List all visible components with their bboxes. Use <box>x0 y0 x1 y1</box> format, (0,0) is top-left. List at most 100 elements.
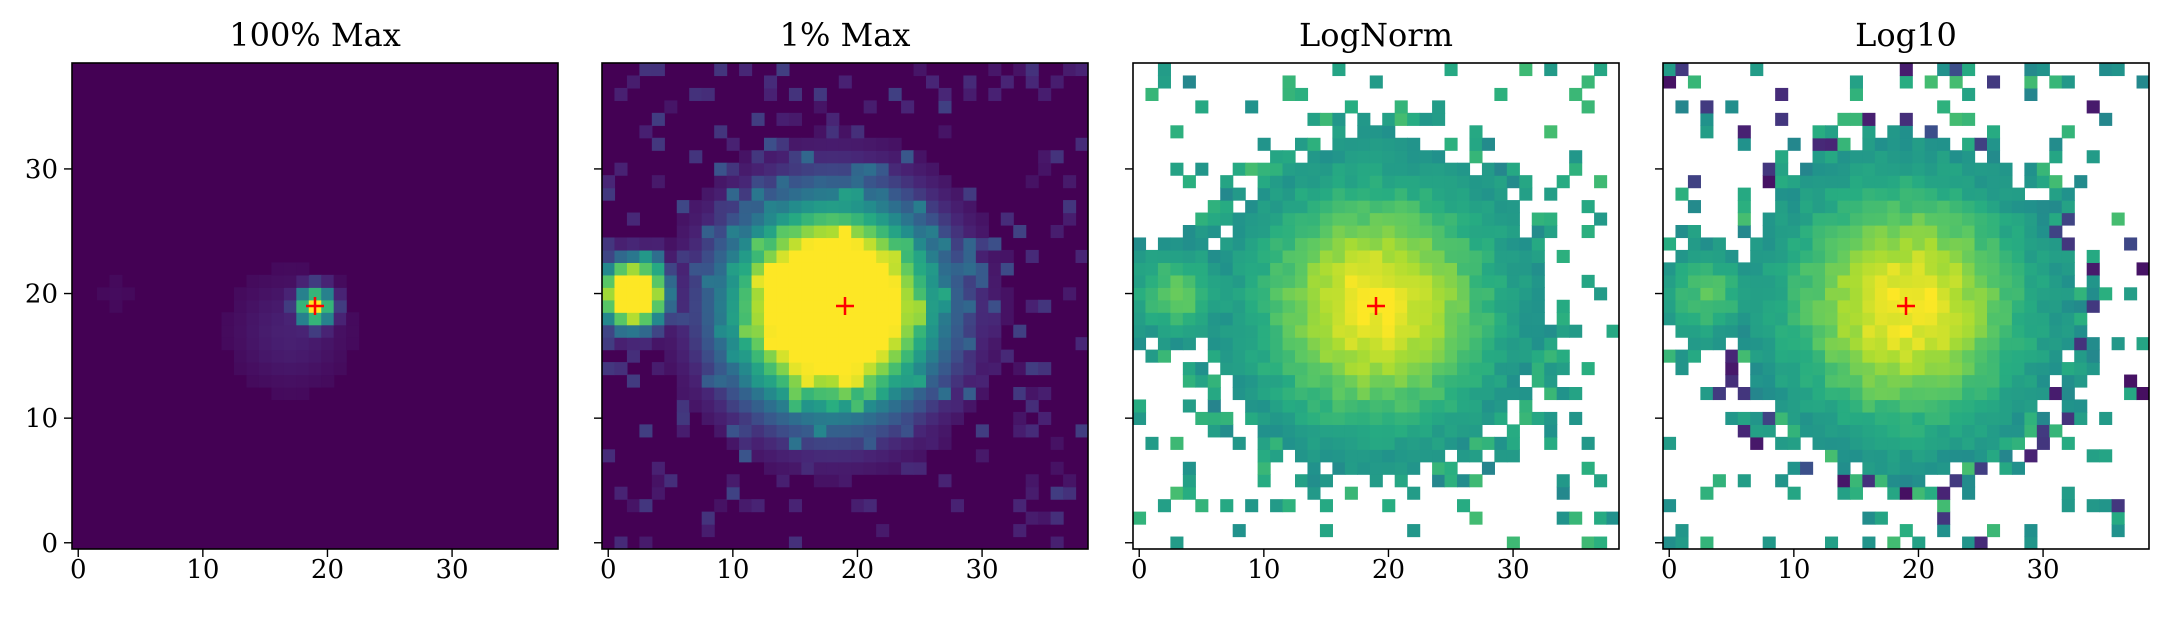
heatmap-cell <box>950 237 964 251</box>
heatmap-cell <box>1319 349 1333 363</box>
heatmap-cell <box>963 324 977 338</box>
heatmap-cell <box>1038 411 1052 425</box>
heatmap-cell <box>1257 287 1271 301</box>
heatmap-cell <box>1295 137 1309 151</box>
heatmap-cell <box>1606 511 1619 525</box>
heatmap-cell <box>1369 137 1383 151</box>
heatmap-cell <box>926 187 940 201</box>
heatmap-cell <box>701 249 715 263</box>
heatmap-cell <box>1874 200 1888 214</box>
heatmap-cell <box>1787 249 1801 263</box>
heatmap-cell <box>826 249 840 263</box>
heatmap-cell <box>1949 63 1963 77</box>
heatmap-cell <box>1544 411 1558 425</box>
heatmap-cell <box>1712 249 1726 263</box>
heatmap-cell <box>1899 374 1913 388</box>
heatmap-cell <box>1675 299 1689 313</box>
heatmap-cell <box>876 524 890 538</box>
heatmap-cell <box>1837 362 1851 376</box>
heatmap-cell <box>726 200 740 214</box>
heatmap-cell <box>1775 274 1789 288</box>
heatmap-cell <box>1987 162 2001 176</box>
heatmap-cell <box>1419 312 1433 326</box>
heatmap-cell <box>1157 262 1171 276</box>
heatmap-cell <box>1444 474 1458 488</box>
heatmap-cell <box>1974 362 1988 376</box>
heatmap-cell <box>689 362 703 376</box>
heatmap-cell <box>714 274 728 288</box>
heatmap-cell <box>2099 499 2113 513</box>
heatmap-cell <box>1457 312 1471 326</box>
heatmap-cell <box>2049 75 2063 89</box>
heatmap-cell <box>1469 212 1483 226</box>
heatmap-cell <box>1344 424 1358 438</box>
heatmap-cell <box>121 287 135 301</box>
heatmap-cell <box>1207 387 1221 401</box>
heatmap-cell <box>1787 200 1801 214</box>
heatmap-cell <box>776 299 790 313</box>
heatmap-cell <box>1700 237 1714 251</box>
heatmap-cell <box>1232 237 1246 251</box>
heatmap-cell <box>813 175 827 189</box>
heatmap-cell <box>1444 249 1458 263</box>
heatmap-cell <box>1270 324 1284 338</box>
heatmap-cell <box>1874 436 1888 450</box>
heatmap-cell <box>1924 411 1938 425</box>
heatmap-cell <box>1357 249 1371 263</box>
heatmap-cell <box>1195 162 1209 176</box>
heatmap-cell <box>1332 411 1346 425</box>
heatmap-cell <box>1924 486 1938 500</box>
heatmap-cell <box>1319 225 1333 239</box>
heatmap-cell <box>888 87 902 101</box>
heatmap-cell <box>1295 87 1309 101</box>
heatmap-cell <box>1344 237 1358 251</box>
heatmap-cell <box>1506 536 1520 549</box>
heatmap-cell <box>1787 274 1801 288</box>
heatmap-cell <box>664 349 678 363</box>
heatmap-cell <box>1419 150 1433 164</box>
heatmap-cell <box>1319 175 1333 189</box>
heatmap-cell <box>1812 399 1826 413</box>
heatmap-cell <box>913 337 927 351</box>
heatmap-cell <box>2049 287 2063 301</box>
heatmap-cell <box>2011 312 2025 326</box>
heatmap-cell <box>1663 63 1677 77</box>
heatmap-cell <box>838 474 852 488</box>
heatmap-cell <box>1962 175 1976 189</box>
heatmap-cell <box>1157 287 1171 301</box>
heatmap-cell <box>1675 287 1689 301</box>
heatmap-cell <box>1974 411 1988 425</box>
heatmap-cell <box>676 411 690 425</box>
heatmap-cell <box>1825 200 1839 214</box>
heatmap-cell <box>1775 87 1789 101</box>
heatmap-cell <box>1195 324 1209 338</box>
heatmap-cell <box>1270 249 1284 263</box>
heatmap-cell <box>913 175 927 189</box>
heatmap-cell <box>1924 424 1938 438</box>
heatmap-cell <box>2061 312 2075 326</box>
heatmap-cell <box>1912 474 1926 488</box>
heatmap-cell <box>975 324 989 338</box>
heatmap-cell <box>726 324 740 338</box>
heatmap-cell <box>1519 337 1533 351</box>
heatmap-cell <box>1369 424 1383 438</box>
heatmap-cell <box>1974 461 1988 475</box>
heatmap-cell <box>739 175 753 189</box>
heatmap-cell <box>2011 274 2025 288</box>
heatmap-cell <box>1800 349 1814 363</box>
heatmap-cell <box>1494 449 1508 463</box>
heatmap-cell <box>1899 262 1913 276</box>
heatmap-cell <box>1594 474 1608 488</box>
heatmap-cell <box>788 237 802 251</box>
heatmap-cell <box>1332 337 1346 351</box>
heatmap-cell <box>838 200 852 214</box>
heatmap-cell <box>1282 150 1296 164</box>
heatmap-cell <box>913 63 927 77</box>
heatmap-cell <box>651 63 665 77</box>
heatmap-cell <box>1962 324 1976 338</box>
heatmap-cell <box>776 424 790 438</box>
heatmap-cell <box>1369 324 1383 338</box>
heatmap-cell <box>1687 349 1701 363</box>
heatmap-cell <box>876 150 890 164</box>
heatmap-cell <box>1556 249 1570 263</box>
